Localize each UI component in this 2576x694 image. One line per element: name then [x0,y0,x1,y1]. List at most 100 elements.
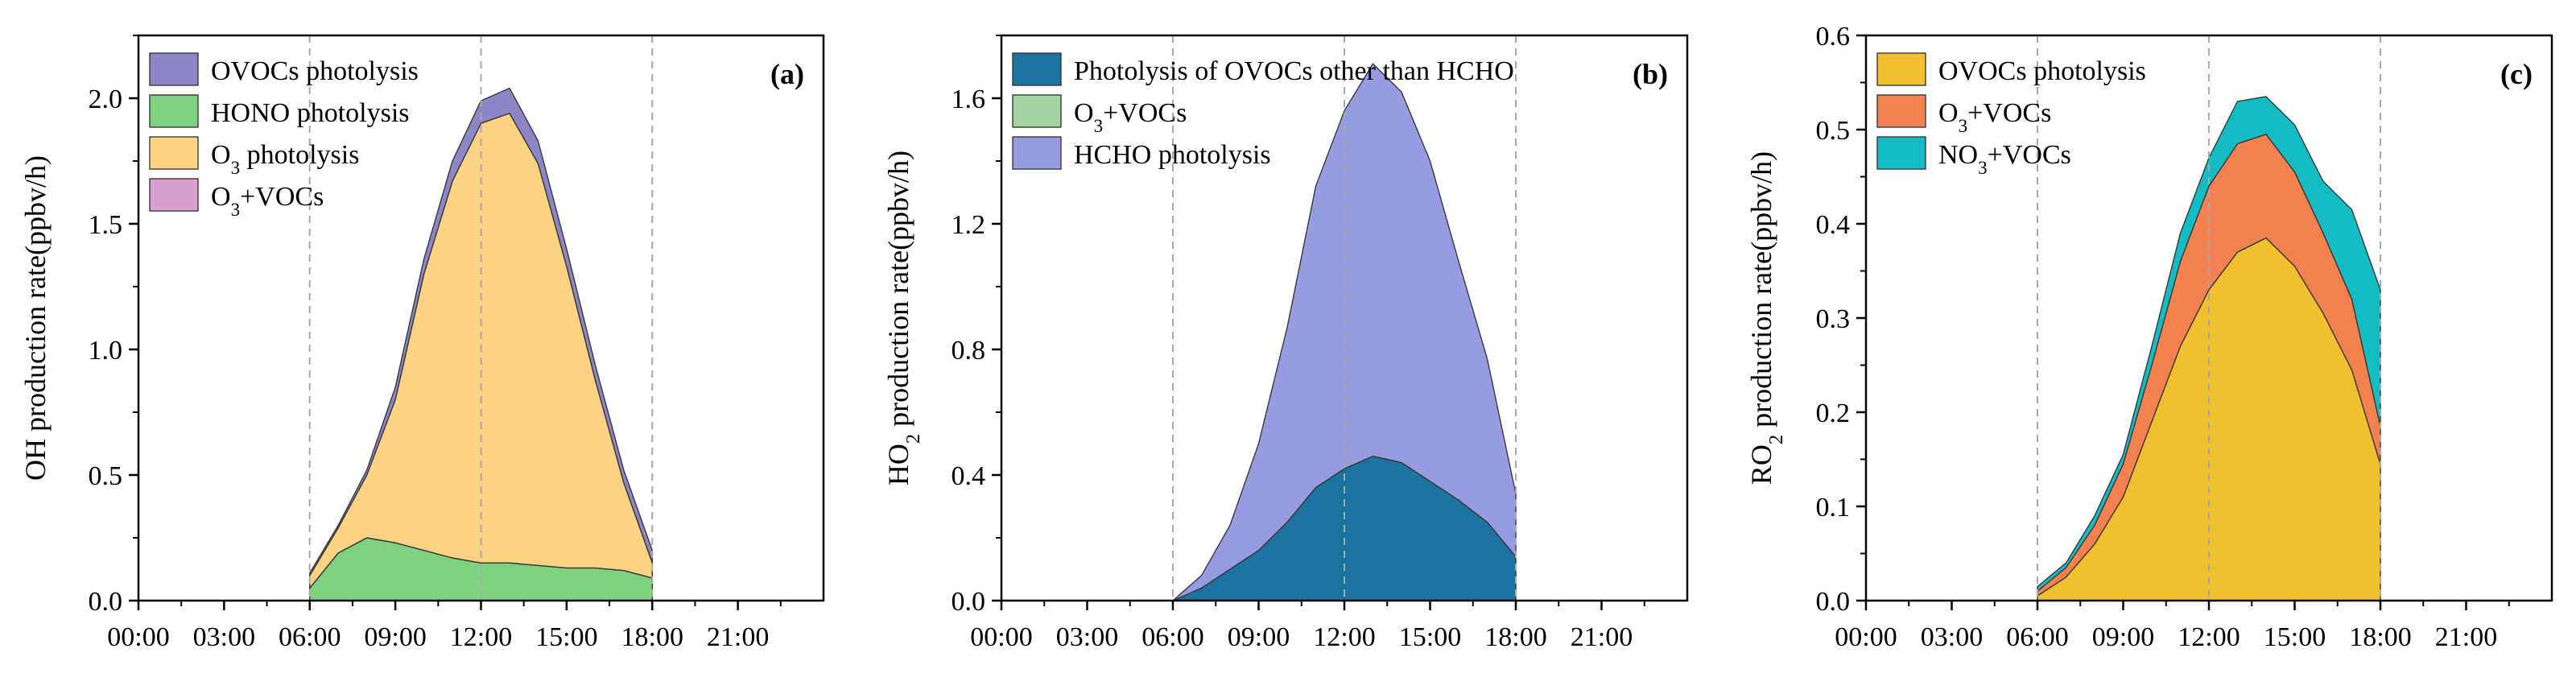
legend-label: HCHO photolysis [1074,140,1271,170]
legend-swatch [149,178,199,212]
x-tick-label: 21:00 [707,622,769,652]
legend-label-subscript: 3 [1094,116,1104,137]
x-tick-label: 03:00 [1921,622,1983,652]
x-tick-label: 15:00 [1399,622,1461,652]
x-tick-label: 18:00 [2349,622,2411,652]
panel-tag: (c) [2500,58,2533,90]
panel-tag: (b) [1633,58,1668,90]
x-tick-label: 09:00 [1228,622,1290,652]
legend-label: OVOCs photolysis [1938,56,2146,86]
legend-label-text: O [1938,98,1959,128]
x-tick-label: 15:00 [2264,622,2326,652]
x-tick-label: 00:00 [970,622,1032,652]
x-tick-label: 18:00 [621,622,683,652]
legend-swatch [1012,94,1062,128]
y-tick-label: 0.0 [1816,587,1851,617]
y-tick-label: 0.6 [1816,22,1851,52]
x-tick-label: 06:00 [279,622,341,652]
x-tick-label: 18:00 [1484,622,1546,652]
y-tick-label: 1.5 [89,210,123,240]
legend-label: O3+VOCs [1074,98,1187,137]
y-tick-label: 0.0 [952,587,986,617]
x-tick-label: 21:00 [2435,622,2497,652]
y-axis-title-text-tail: production rate(ppbv/h) [882,151,914,434]
x-tick-label: 12:00 [1313,622,1375,652]
legend-label-text: OVOCs photolysis [211,56,419,86]
x-tick-label: 09:00 [2092,622,2154,652]
x-tick-label: 15:00 [535,622,597,652]
panel-b: 0.0 0.4 0.8 1.2 1.6 00:00 03:00 06:00 09:00 12:00… [882,34,1689,652]
legend-label-text: O [211,182,231,212]
x-tick-label: 12:00 [450,622,512,652]
legend-label-text-tail: +VOCs [1988,140,2071,170]
y-axis-title-subscript: 2 [1765,435,1787,444]
x-tick-label: 03:00 [193,622,255,652]
legend-label-text-tail: +VOCs [1967,98,2051,128]
y-axis-title-text: RO [1745,444,1777,485]
legend-swatch [1876,52,1926,86]
legend-swatch [149,52,199,86]
y-axis-title: OH production rate(ppbv/h) [19,155,52,481]
legend-swatch [1012,52,1062,86]
y-tick-label: 2.0 [89,85,123,114]
y-tick-label: 0.5 [1816,116,1851,146]
legend-label-text-tail: +VOCs [240,182,324,212]
y-axis-title-subscript: 2 [902,434,924,444]
x-tick-label: 00:00 [107,622,169,652]
y-axis-title-text: OH production rate(ppbv/h) [19,155,52,481]
legend-label-text: O [211,140,231,170]
legend-swatch [149,94,199,128]
legend-label-subscript: 3 [231,200,241,221]
y-tick-label: 0.3 [1816,304,1851,334]
legend-label-text: O [1074,98,1094,128]
x-tick-label: 09:00 [364,622,426,652]
legend-label: OVOCs photolysis [211,56,419,86]
legend-label-subscript: 3 [1978,158,1988,179]
legend-label-text: Photolysis of OVOCs other than HCHO [1074,56,1514,86]
x-tick-label: 00:00 [1835,622,1897,652]
legend-swatch [1012,136,1062,170]
legend-swatch [149,136,199,170]
panel-tag: (a) [770,58,804,90]
legend-swatch [1876,94,1926,128]
y-tick-label: 1.6 [952,85,986,114]
y-axis-title-text: HO [882,444,914,485]
y-tick-label: 0.4 [1816,210,1851,240]
y-tick-label: 0.8 [952,336,986,366]
legend-swatch [1876,136,1926,170]
legend-label: HONO photolysis [211,98,410,128]
x-tick-label: 06:00 [1141,622,1203,652]
y-tick-label: 0.0 [89,587,123,617]
legend-label-text: OVOCs photolysis [1938,56,2146,86]
x-tick-label: 21:00 [1571,622,1633,652]
legend-label-text-tail: +VOCs [1103,98,1187,128]
y-axis-title: HO2 production rate(ppbv/h) [882,151,924,485]
legend-label-subscript: 3 [1959,116,1968,137]
legend-label: NO3+VOCs [1938,140,2071,179]
panel-c: 0.0 0.1 0.2 0.3 0.4 0.5 0.6 00:00 03:00 06:00 09:0… [1745,22,2553,652]
y-tick-label: 0.4 [952,461,986,491]
legend-label: Photolysis of OVOCs other than HCHO [1074,56,1514,86]
y-axis-title: RO2 production rate(ppbv/h) [1745,151,1787,485]
y-tick-label: 0.1 [1816,493,1851,523]
x-tick-label: 12:00 [2178,622,2240,652]
legend-label-text-tail: photolysis [240,140,359,170]
legend-label-text: NO [1938,140,1978,170]
x-tick-label: 03:00 [1056,622,1118,652]
legend: Photolysis of OVOCs other than HCHO O3+VO… [1012,52,1514,170]
legend-label: O3 photolysis [211,140,359,179]
legend-label-text: HONO photolysis [211,98,410,128]
x-tick-label: 06:00 [2006,622,2068,652]
y-tick-label: 1.0 [89,336,123,366]
y-tick-label: 1.2 [952,210,986,240]
panel-a: 0.0 0.5 1.0 1.5 2.0 00:00 03:00 06:00 09:00 12:00… [19,34,825,652]
legend-label: O3+VOCs [1938,98,2051,137]
legend-label-subscript: 3 [231,158,241,179]
y-axis-title-text-tail: production rate(ppbv/h) [1745,151,1777,435]
legend-label-text: HCHO photolysis [1074,140,1271,170]
y-tick-label: 0.2 [1816,399,1851,428]
area-ovocs-photolysis [309,87,653,576]
